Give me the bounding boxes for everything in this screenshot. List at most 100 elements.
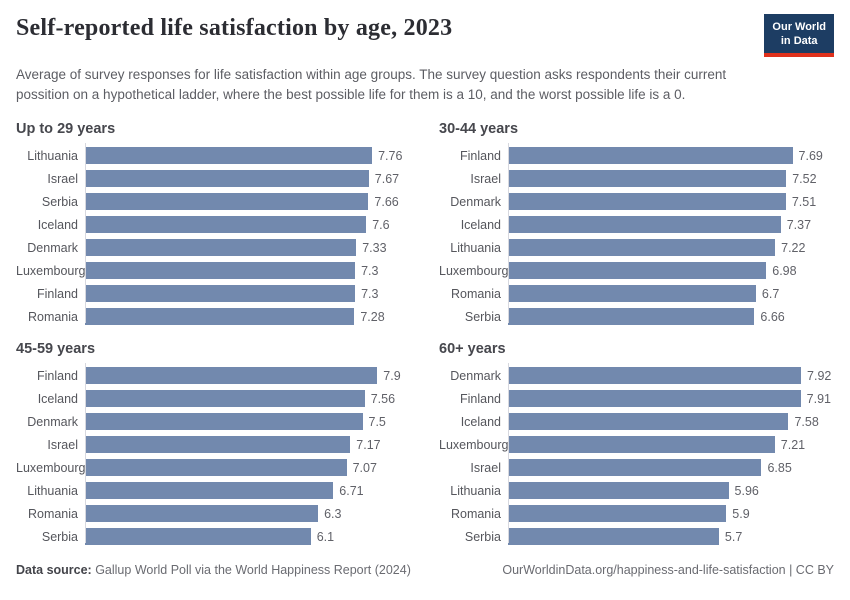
value-label: 6.1 bbox=[316, 529, 335, 544]
bar bbox=[85, 170, 369, 188]
value-label: 7.58 bbox=[794, 414, 819, 429]
bar-track: 7.69 bbox=[508, 147, 823, 165]
data-source-value: Gallup World Poll via the World Happines… bbox=[91, 563, 411, 578]
bar-row: Serbia 6.1 bbox=[16, 528, 411, 546]
header: Self-reported life satisfaction by age, … bbox=[16, 12, 834, 57]
chart-subtitle: Average of survey responses for life sat… bbox=[16, 66, 727, 102]
bar bbox=[508, 170, 787, 188]
bar bbox=[85, 390, 365, 408]
bar-track: 6.3 bbox=[85, 505, 342, 523]
value-label: 7.3 bbox=[361, 263, 379, 278]
value-label: 6.7 bbox=[761, 286, 780, 301]
bar-track: 7.52 bbox=[508, 170, 817, 188]
bar bbox=[85, 239, 357, 257]
bar bbox=[508, 505, 727, 523]
bar-row: Romania 6.3 bbox=[16, 505, 411, 523]
value-label: 5.96 bbox=[734, 483, 759, 498]
bar bbox=[508, 239, 776, 257]
country-label: Finland bbox=[460, 148, 501, 163]
value-label: 5.7 bbox=[724, 529, 743, 544]
bar-track: 7.76 bbox=[85, 147, 403, 165]
bar-row: Denmark 7.51 bbox=[439, 193, 834, 211]
value-label: 6.98 bbox=[772, 263, 797, 278]
bar-track: 7.6 bbox=[85, 216, 390, 234]
bar-row: Denmark 7.33 bbox=[16, 239, 411, 257]
bar-track: 6.71 bbox=[85, 482, 364, 500]
country-label: Luxembourg bbox=[16, 263, 86, 278]
value-label: 6.71 bbox=[339, 483, 364, 498]
bar-track: 7.92 bbox=[508, 367, 832, 385]
attribution-url: OurWorldinData.org/happiness-and-life-sa… bbox=[502, 563, 834, 578]
bar bbox=[85, 459, 347, 477]
bar-track: 7.67 bbox=[85, 170, 400, 188]
country-label: Denmark bbox=[450, 194, 501, 209]
value-label: 7.67 bbox=[374, 171, 400, 186]
bar bbox=[508, 216, 781, 234]
bar-row: Serbia 6.66 bbox=[439, 308, 834, 326]
bar-row: Lithuania 5.96 bbox=[439, 482, 834, 500]
country-label: Finland bbox=[37, 368, 78, 383]
country-label: Finland bbox=[37, 286, 78, 301]
bar-row: Finland 7.9 bbox=[16, 367, 411, 385]
bar-track: 5.96 bbox=[508, 482, 759, 500]
country-label: Luxembourg bbox=[439, 437, 509, 452]
bar bbox=[85, 262, 356, 280]
value-label: 7.92 bbox=[807, 368, 832, 383]
panel-title: 60+ years bbox=[439, 341, 506, 358]
bar-rows: Denmark 7.92 Finland 7.91 Iceland 7.58 Luxembo… bbox=[439, 363, 834, 546]
chart-panel: 60+ years Denmark 7.92 Finland 7.91 Iceland 7.… bbox=[439, 341, 834, 546]
bar-track: 7.58 bbox=[508, 413, 819, 431]
bar-row: Romania 6.7 bbox=[439, 285, 834, 303]
bar-row: Romania 7.28 bbox=[16, 308, 411, 326]
bar-rows: Lithuania 7.76 Israel 7.67 Serbia 7.66 Iceland… bbox=[16, 143, 411, 326]
value-label: 7.17 bbox=[356, 437, 381, 452]
bar-row: Luxembourg 7.21 bbox=[439, 436, 834, 454]
bar bbox=[508, 390, 801, 408]
value-label: 7.33 bbox=[362, 240, 387, 255]
value-label: 7.69 bbox=[798, 148, 823, 163]
bar-track: 6.1 bbox=[85, 528, 335, 546]
country-label: Lithuania bbox=[27, 483, 78, 498]
bar bbox=[85, 436, 351, 454]
charts-grid: Up to 29 years Lithuania 7.76 Israel 7.67 Ser… bbox=[16, 121, 834, 546]
bar-row: Iceland 7.6 bbox=[16, 216, 411, 234]
bar-row: Israel 7.17 bbox=[16, 436, 411, 454]
bar-row: Finland 7.91 bbox=[439, 390, 834, 408]
value-label: 7.9 bbox=[383, 368, 401, 383]
bar-row: Romania 5.9 bbox=[439, 505, 834, 523]
bar-track: 7.07 bbox=[85, 459, 377, 477]
chart-panel: 30-44 years Finland 7.69 Israel 7.52 Denmark 7… bbox=[439, 121, 834, 326]
bar-row: Luxembourg 7.07 bbox=[16, 459, 411, 477]
bar bbox=[85, 367, 378, 385]
value-label: 7.6 bbox=[372, 217, 390, 232]
country-label: Luxembourg bbox=[16, 460, 86, 475]
bar-row: Serbia 7.66 bbox=[16, 193, 411, 211]
bar-track: 7.66 bbox=[85, 193, 399, 211]
bar bbox=[85, 505, 319, 523]
country-label: Denmark bbox=[27, 414, 78, 429]
country-label: Serbia bbox=[41, 194, 78, 209]
value-label: 7.3 bbox=[361, 286, 379, 301]
bar-row: Denmark 7.5 bbox=[16, 413, 411, 431]
bar-track: 6.66 bbox=[508, 308, 785, 326]
bar bbox=[508, 147, 793, 165]
bar-track: 7.28 bbox=[85, 308, 385, 326]
value-label: 6.3 bbox=[324, 506, 342, 521]
bar-track: 7.9 bbox=[85, 367, 401, 385]
bar-track: 7.91 bbox=[508, 390, 831, 408]
value-label: 7.76 bbox=[378, 148, 403, 163]
country-label: Serbia bbox=[464, 309, 501, 324]
bar bbox=[85, 413, 363, 431]
bar-track: 7.56 bbox=[85, 390, 395, 408]
owid-logo-line1: Our World bbox=[772, 21, 826, 33]
country-label: Lithuania bbox=[450, 483, 501, 498]
bar bbox=[508, 413, 789, 431]
bar bbox=[508, 482, 729, 500]
bar-track: 7.37 bbox=[508, 216, 812, 234]
country-label: Romania bbox=[450, 286, 501, 301]
value-label: 7.37 bbox=[786, 217, 812, 232]
country-label: Iceland bbox=[460, 414, 501, 429]
owid-logo: Our World in Data bbox=[764, 14, 834, 57]
bar-track: 7.22 bbox=[508, 239, 805, 257]
